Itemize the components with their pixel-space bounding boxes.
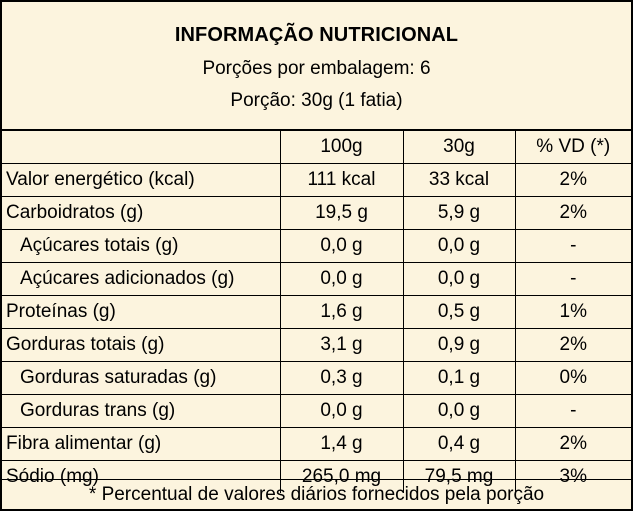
- value-per-serving: 0,9 g: [402, 328, 516, 362]
- value-per-serving: 33 kcal: [402, 163, 516, 197]
- table-row: Gorduras totais (g) 3,1 g 0,9 g 2%: [2, 328, 631, 362]
- value-daily-percent: -: [514, 394, 631, 428]
- label-header: INFORMAÇÃO NUTRICIONAL Porções por embal…: [2, 2, 631, 131]
- table-row: Proteínas (g) 1,6 g 0,5 g 1%: [2, 295, 631, 329]
- label-title: INFORMAÇÃO NUTRICIONAL: [174, 24, 459, 46]
- value-daily-percent: 1%: [514, 295, 631, 329]
- table-row: Valor energético (kcal) 111 kcal 33 kcal…: [2, 163, 631, 197]
- table-row: Gorduras saturadas (g) 0,3 g 0,1 g 0%: [2, 361, 631, 395]
- table-row: Fibra alimentar (g) 1,4 g 0,4 g 2%: [2, 427, 631, 461]
- table-header-row: 100g 30g % VD (*): [2, 131, 631, 164]
- nutrient-name: Gorduras totais (g): [2, 328, 281, 362]
- value-per-100g: 0,0 g: [279, 229, 404, 263]
- value-per-100g: 0,3 g: [279, 361, 404, 395]
- column-header-100g: 100g: [279, 131, 404, 164]
- value-daily-percent: 2%: [514, 196, 631, 230]
- value-per-100g: 0,0 g: [279, 262, 404, 296]
- value-daily-percent: 0%: [514, 361, 631, 395]
- value-daily-percent: 2%: [514, 328, 631, 362]
- value-per-100g: 111 kcal: [279, 163, 404, 197]
- nutrient-name: Fibra alimentar (g): [2, 427, 281, 461]
- column-header-nutrient: [2, 131, 281, 164]
- value-per-100g: 3,1 g: [279, 328, 404, 362]
- value-per-100g: 265,0 mg: [279, 460, 404, 493]
- serving-size: Porção: 30g (1 fatia): [230, 90, 403, 111]
- value-daily-percent: -: [514, 229, 631, 263]
- value-daily-percent: 2%: [514, 427, 631, 461]
- value-per-serving: 79,5 mg: [402, 460, 516, 493]
- table-row: Carboidratos (g) 19,5 g 5,9 g 2%: [2, 196, 631, 230]
- nutrition-table: 100g 30g % VD (*) Valor energético (kcal…: [2, 131, 631, 493]
- value-per-serving: 0,1 g: [402, 361, 516, 395]
- value-per-100g: 0,0 g: [279, 394, 404, 428]
- nutrient-name: Sódio (mg): [2, 460, 281, 493]
- table-row: Açúcares adicionados (g) 0,0 g 0,0 g -: [2, 262, 631, 296]
- value-per-100g: 1,4 g: [279, 427, 404, 461]
- nutrient-name: Gorduras saturadas (g): [2, 361, 281, 395]
- value-per-serving: 0,0 g: [402, 394, 516, 428]
- value-per-100g: 1,6 g: [279, 295, 404, 329]
- table-row: Açúcares totais (g) 0,0 g 0,0 g -: [2, 229, 631, 263]
- nutrient-name: Açúcares adicionados (g): [2, 262, 281, 296]
- nutrient-name: Proteínas (g): [2, 295, 281, 329]
- value-per-serving: 5,9 g: [402, 196, 516, 230]
- table-row: Sódio (mg) 265,0 mg 79,5 mg 3%: [2, 460, 631, 493]
- nutrient-name: Valor energético (kcal): [2, 163, 281, 197]
- value-daily-percent: -: [514, 262, 631, 296]
- value-daily-percent: 2%: [514, 163, 631, 197]
- servings-per-package: Porções por embalagem: 6: [202, 58, 431, 79]
- table-row: Gorduras trans (g) 0,0 g 0,0 g -: [2, 394, 631, 428]
- value-per-serving: 0,0 g: [402, 262, 516, 296]
- value-per-100g: 19,5 g: [279, 196, 404, 230]
- column-header-vd: % VD (*): [514, 131, 631, 164]
- value-per-serving: 0,4 g: [402, 427, 516, 461]
- column-header-30g: 30g: [402, 131, 516, 164]
- footnote: * Percentual de valores diários fornecid…: [2, 479, 631, 509]
- nutrient-name: Gorduras trans (g): [2, 394, 281, 428]
- value-per-serving: 0,5 g: [402, 295, 516, 329]
- nutrient-name: Carboidratos (g): [2, 196, 281, 230]
- value-daily-percent: 3%: [514, 460, 631, 493]
- value-per-serving: 0,0 g: [402, 229, 516, 263]
- nutrient-name: Açúcares totais (g): [2, 229, 281, 263]
